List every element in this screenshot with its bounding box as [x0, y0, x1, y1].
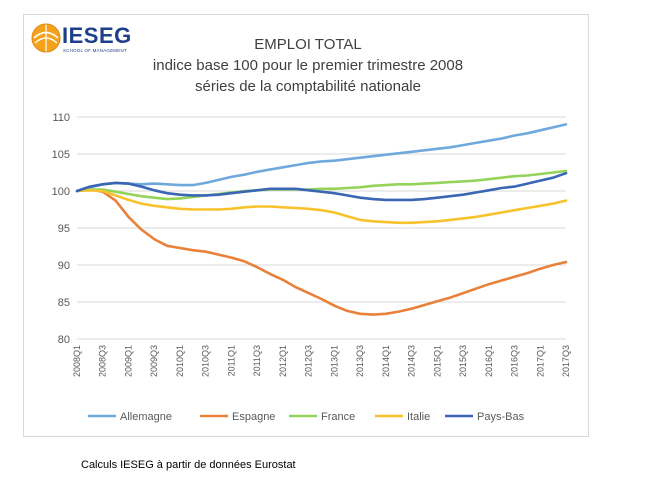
- x-tick-label: 2010Q3: [201, 345, 211, 377]
- series-line-allemagne: [75, 123, 568, 193]
- series-line-espagne: [75, 188, 568, 316]
- y-tick-label: 80: [58, 334, 70, 346]
- x-tick-label: 2012Q1: [278, 345, 288, 377]
- x-tick-label: 2013Q1: [329, 345, 339, 377]
- y-tick-label: 100: [52, 186, 70, 198]
- logo-subtitle: SCHOOL OF MANAGEMENT: [63, 48, 127, 53]
- x-tick-label: 2017Q1: [535, 345, 545, 377]
- chart-titles: EMPLOI TOTAL indice base 100 pour le pre…: [108, 34, 508, 97]
- y-tick-label: 110: [52, 112, 70, 124]
- series-line-italie: [75, 189, 568, 225]
- x-tick-label: 2014Q1: [381, 345, 391, 377]
- x-tick-label: 2013Q3: [355, 345, 365, 377]
- x-tick-label: 2008Q1: [72, 345, 82, 377]
- y-tick-label: 85: [58, 297, 70, 309]
- x-tick-label: 2008Q3: [98, 345, 108, 377]
- chart-subtitle: indice base 100 pour le premier trimestr…: [152, 57, 464, 74]
- chart-title: EMPLOI TOTAL: [254, 36, 362, 53]
- y-tick-label: 105: [52, 149, 70, 161]
- ieseg-logo: IESEG SCHOOL OF MANAGEMENT: [31, 21, 133, 57]
- chart-card: [23, 14, 589, 437]
- x-tick-label: 2009Q3: [149, 345, 159, 377]
- y-tick-label: 90: [58, 260, 70, 272]
- source-note: Calculs IESEG à partir de données Eurost…: [81, 459, 296, 471]
- x-tick-label: 2009Q1: [123, 345, 133, 377]
- legend-label-allemagne: Allemagne: [120, 411, 172, 423]
- x-tick-label: 2016Q3: [510, 345, 520, 377]
- x-tick-label: 2012Q3: [304, 345, 314, 377]
- x-tick-label: 2014Q3: [407, 345, 417, 377]
- series-line-pays-bas: [75, 171, 568, 202]
- legend-label-france: France: [321, 411, 355, 423]
- x-tick-label: 2011Q1: [226, 345, 236, 376]
- x-tick-label: 2011Q3: [252, 345, 262, 376]
- y-tick-label: 95: [58, 223, 70, 235]
- x-tick-label: 2016Q1: [484, 345, 494, 377]
- legend-label-pays-bas: Pays-Bas: [477, 411, 525, 423]
- x-tick-label: 2010Q1: [175, 345, 185, 377]
- legend-label-espagne: Espagne: [232, 411, 275, 423]
- logo-wordmark: IESEG: [62, 23, 132, 48]
- x-tick-label: 2015Q3: [458, 345, 468, 377]
- legend-label-italie: Italie: [407, 411, 430, 423]
- x-tick-label: 2017Q3: [561, 345, 571, 377]
- globe-icon: [31, 23, 61, 53]
- series-line-france: [75, 169, 568, 201]
- chart-subtitle-2: séries de la comptabilité nationale: [195, 78, 421, 95]
- x-tick-label: 2015Q1: [432, 345, 442, 377]
